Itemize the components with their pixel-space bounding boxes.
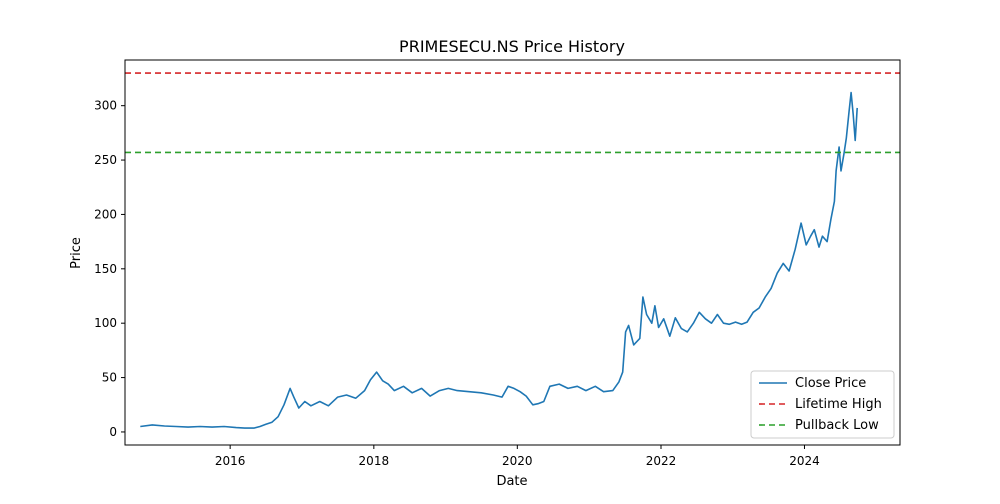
plot-frame [124,59,901,446]
y-axis: 0 50 100 150 200 250 300 [94,99,125,439]
y-tick-label: 0 [109,425,117,439]
y-tick-label: 300 [94,99,117,113]
y-tick-label: 200 [94,207,117,221]
chart-title: PRIMESECU.NS Price History [399,37,625,56]
y-axis-label: Price [69,237,84,269]
y-tick-label: 50 [102,371,117,385]
y-tick-label: 250 [94,153,117,167]
plot-lines [125,72,900,429]
x-tick-label: 2022 [646,454,677,468]
x-tick-label: 2018 [359,454,390,468]
series-line-close-price [140,91,858,429]
legend: Close Price Lifetime High Pullback Low [750,370,895,439]
legend-label: Pullback Low [795,418,879,433]
x-axis-label: Date [496,474,527,489]
x-tick-label: 2024 [789,454,820,468]
x-axis: 2016 2018 2020 2022 2024 [215,445,820,468]
legend-label: Close Price [795,376,866,391]
y-tick-label: 150 [94,262,117,276]
x-tick-label: 2016 [215,454,246,468]
x-tick-label: 2020 [502,454,533,468]
legend-box [750,370,895,439]
y-tick-label: 100 [94,316,117,330]
legend-label: Lifetime High [795,397,882,412]
